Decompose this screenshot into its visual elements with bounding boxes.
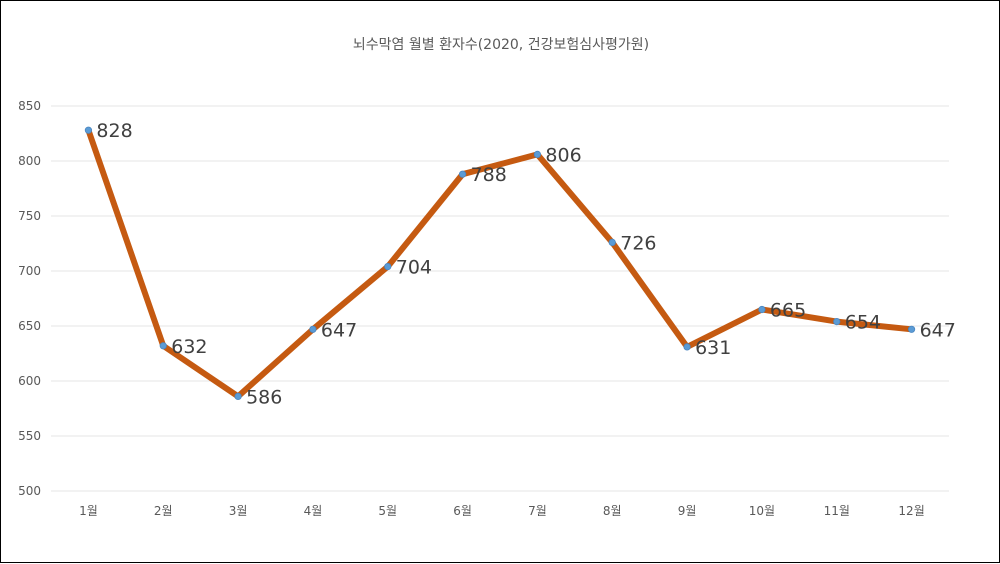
- x-tick-label: 5월: [378, 504, 397, 518]
- data-label: 654: [845, 312, 881, 334]
- y-tick-label: 500: [18, 484, 41, 498]
- data-point: [159, 342, 167, 350]
- data-label: 726: [620, 232, 656, 254]
- data-point: [234, 392, 242, 400]
- series-polyline: [85, 127, 915, 400]
- series-line: [85, 127, 915, 400]
- y-tick-label: 700: [18, 264, 41, 278]
- data-label: 828: [96, 120, 132, 142]
- x-tick-label: 8월: [603, 504, 622, 518]
- y-tick-label: 600: [18, 374, 41, 388]
- data-point: [833, 317, 841, 326]
- y-tick-label: 650: [18, 319, 41, 333]
- data-point: [309, 325, 317, 333]
- data-label: 647: [321, 319, 357, 341]
- data-markers: [84, 126, 916, 400]
- data-point: [533, 150, 542, 158]
- x-tick-label: 6월: [453, 504, 472, 518]
- x-tick-label: 2월: [154, 504, 173, 518]
- y-tick-label: 750: [18, 209, 41, 223]
- data-label: 788: [471, 164, 507, 186]
- data-label: 806: [545, 144, 581, 166]
- x-tick-label: 11월: [824, 504, 850, 518]
- data-label: 586: [246, 386, 282, 408]
- data-point: [384, 262, 392, 271]
- data-label: 647: [920, 319, 956, 341]
- data-point: [458, 170, 467, 178]
- data-label: 631: [695, 337, 731, 359]
- data-point: [758, 305, 766, 314]
- data-label: 704: [396, 257, 432, 279]
- x-tick-label: 10월: [749, 504, 775, 518]
- y-axis-ticks: 500 550 600 650 700 750 800 850: [18, 99, 41, 498]
- x-tick-label: 1월: [79, 504, 98, 518]
- y-tick-label: 850: [18, 99, 41, 113]
- data-point: [608, 238, 616, 246]
- y-tick-label: 550: [18, 429, 41, 443]
- x-tick-label: 4월: [304, 504, 323, 518]
- x-tick-label: 12월: [898, 504, 924, 518]
- data-label: 665: [770, 300, 806, 322]
- x-tick-label: 3월: [229, 504, 248, 518]
- data-point: [84, 126, 93, 134]
- y-tick-label: 800: [18, 154, 41, 168]
- x-tick-label: 9월: [678, 504, 697, 518]
- data-label: 632: [171, 336, 207, 358]
- gridlines: [51, 105, 949, 492]
- x-tick-label: 7월: [528, 504, 547, 518]
- data-point: [907, 325, 916, 333]
- x-axis-ticks: 1월 2월 3월 4월 5월 6월 7월 8월 9월 10월 11월 12월: [79, 504, 925, 518]
- data-labels: 828 632 586 647 704 788 806 726 631 665 654 647: [96, 120, 955, 408]
- data-point: [683, 343, 691, 351]
- chart-title: 뇌수막염 월별 환자수(2020, 건강보험심사평가원): [353, 37, 649, 53]
